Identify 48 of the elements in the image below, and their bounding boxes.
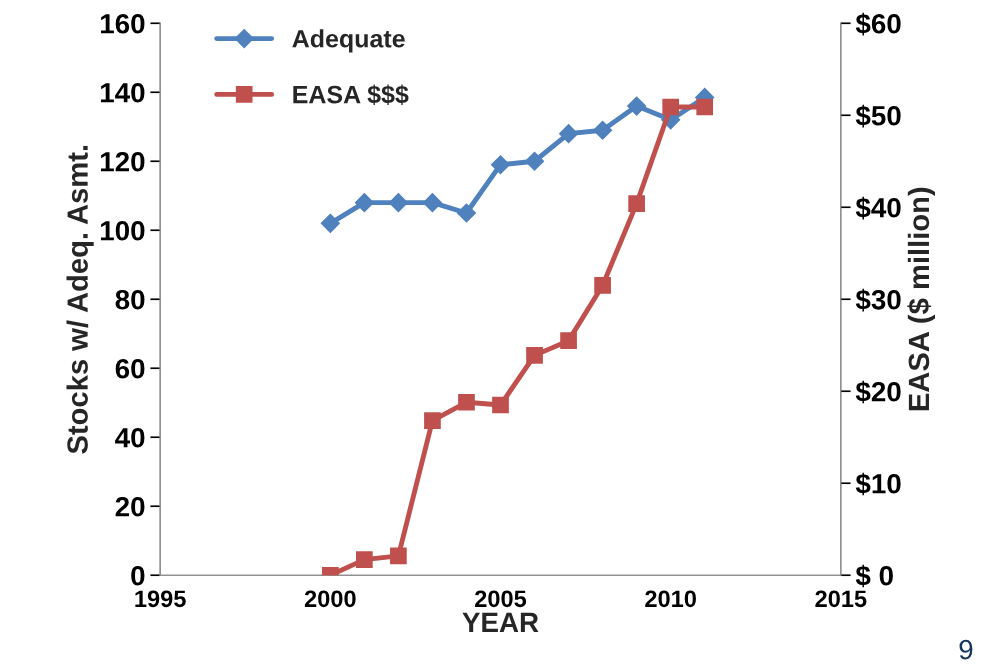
y-tick-label: 160 — [100, 13, 145, 34]
point — [627, 96, 647, 116]
y2-tick-label: $40 — [855, 196, 901, 220]
point — [526, 347, 543, 364]
x-tick-label: 1995 — [135, 590, 186, 608]
point — [390, 547, 407, 565]
text: 9 — [959, 639, 973, 660]
point — [456, 203, 477, 223]
y2-tick-label: $30 — [855, 288, 901, 312]
y-tick-label: 0 — [131, 565, 145, 586]
y2-tick-label: $50 — [855, 104, 901, 128]
point — [422, 193, 442, 213]
x-tick-label: 2015 — [815, 590, 867, 608]
point — [662, 98, 680, 116]
y-tick-label: 40 — [115, 427, 145, 448]
y-tick-label: 120 — [100, 151, 145, 172]
x-tick-label: 2000 — [304, 590, 356, 608]
y2-tick-label: $20 — [855, 380, 901, 404]
x-tick-label: 2005 — [475, 590, 527, 608]
point — [356, 551, 373, 568]
y-axis-title: Stocks w/ Adeq. Asmt. — [66, 145, 94, 454]
point — [560, 332, 577, 349]
x-axis-title: YEAR — [462, 612, 539, 632]
point — [492, 396, 509, 414]
y-tick-label: 20 — [115, 496, 145, 517]
point — [320, 213, 340, 233]
y-tick-label: 60 — [115, 358, 145, 379]
point — [388, 193, 408, 213]
y2-axis-title: EASA ($ million) — [907, 187, 936, 411]
legend-label: Adequate — [292, 29, 405, 53]
y2-tick-label: $10 — [855, 472, 901, 496]
x-tick-label: 2010 — [645, 590, 696, 608]
y2-tick-label: $60 — [855, 12, 901, 36]
point — [424, 412, 441, 430]
point — [696, 98, 714, 116]
point — [490, 155, 511, 175]
y-tick-label: 100 — [100, 220, 145, 241]
y2-tick-label: $ 0 — [855, 564, 893, 588]
point — [593, 120, 613, 140]
point — [594, 277, 611, 294]
point — [524, 151, 545, 171]
point — [628, 195, 645, 212]
legend-label: EASA $$$ — [293, 84, 409, 105]
point — [354, 193, 374, 213]
point — [458, 393, 475, 411]
point — [559, 124, 579, 144]
y-tick-label: 80 — [115, 289, 145, 310]
y-tick-label: 140 — [100, 82, 145, 103]
